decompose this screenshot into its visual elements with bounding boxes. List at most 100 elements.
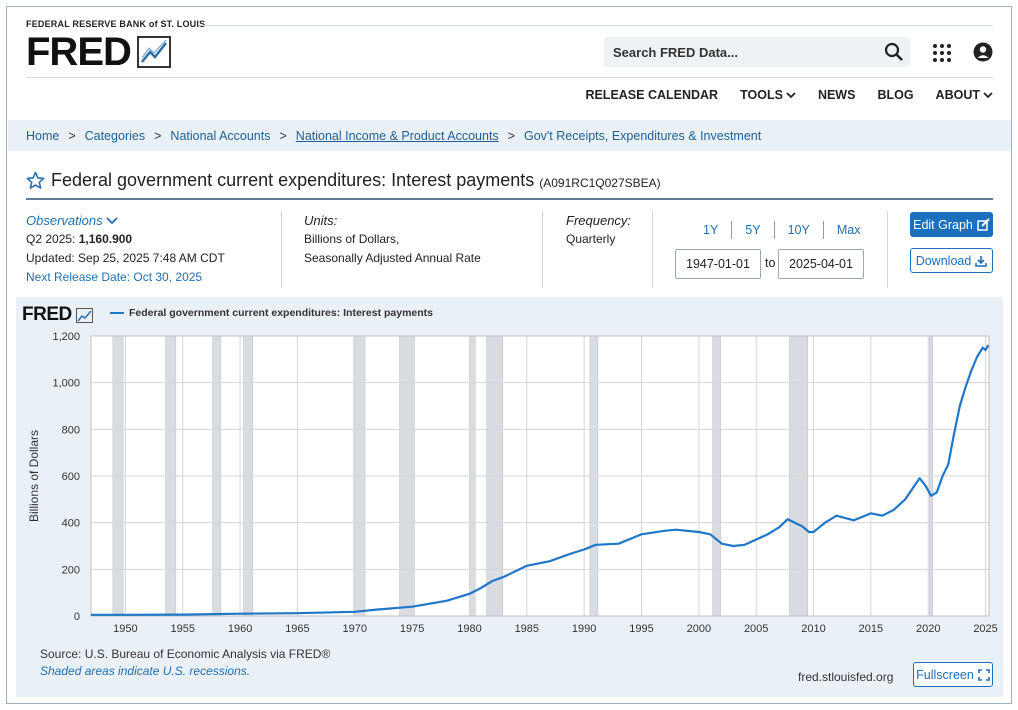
header-divider — [200, 25, 993, 26]
x-tick-label: 1960 — [228, 623, 252, 635]
chevron-down-icon — [983, 91, 993, 98]
edit-icon — [977, 218, 990, 231]
nav-label: NEWS — [817, 88, 856, 102]
fullscreen-icon — [978, 668, 990, 681]
chart-logo-icon — [75, 307, 93, 323]
y-tick-label: 800 — [62, 424, 80, 436]
y-tick-label: 1,200 — [52, 331, 80, 343]
x-tick-label: 2010 — [801, 623, 825, 635]
x-tick-label: 1985 — [515, 623, 539, 635]
end-date-input[interactable]: 2025-04-01 — [778, 249, 864, 279]
y-tick-label: 600 — [62, 471, 80, 483]
series-title-row: Federal government current expenditures:… — [26, 170, 661, 191]
logo-chart-icon — [136, 36, 171, 68]
user-account-icon[interactable] — [973, 42, 993, 62]
download-button[interactable]: Download — [910, 248, 993, 273]
chart-plot: 0 200 400 600 800 1,000 1,200 1950 1955 1960 1965 1… — [27, 331, 998, 635]
updated-text: Updated: Sep 25, 2025 7:48 AM CDT — [26, 251, 225, 265]
edit-graph-label: Edit Graph — [913, 217, 973, 232]
range-1y-button[interactable]: 1Y — [690, 221, 733, 239]
nav-tools[interactable]: TOOLS — [740, 88, 796, 102]
site-url: fred.stlouisfed.org — [798, 670, 894, 684]
x-tick-label: 1970 — [343, 623, 367, 635]
y-tick-label: 0 — [74, 611, 80, 623]
breadcrumb-national-accounts[interactable]: National Accounts — [170, 128, 271, 143]
x-tick-label: 2005 — [744, 623, 768, 635]
y-axis-title: Billions of Dollars — [27, 430, 41, 522]
nav-label: ABOUT — [935, 88, 980, 102]
x-tick-label: 2020 — [916, 623, 940, 635]
top-nav: RELEASE CALENDAR TOOLS NEWS BLOG ABOUT — [585, 88, 993, 102]
date-to-label: to — [765, 256, 776, 270]
start-date-input[interactable]: 1947-01-01 — [675, 249, 761, 279]
y-tick-label: 200 — [62, 564, 80, 576]
logo-text: FRED — [26, 30, 132, 74]
series-line — [91, 344, 990, 616]
breadcrumb-categories[interactable]: Categories — [84, 128, 146, 143]
observations-block: Observations Q2 2025: 1,160.900 Updated:… — [26, 211, 225, 287]
chart-fred-logo: FRED — [22, 304, 93, 326]
recession-note: Shaded areas indicate U.S. recessions. — [40, 664, 251, 678]
range-max-button[interactable]: Max — [836, 223, 861, 237]
legend-swatch — [110, 312, 124, 314]
observation-period: Q2 2025: — [26, 232, 76, 246]
x-tick-label: 2000 — [687, 623, 711, 635]
frequency-block: Frequency: Quarterly — [566, 211, 631, 249]
nav-label: RELEASE CALENDAR — [585, 88, 719, 102]
range-10y-button[interactable]: 10Y — [775, 221, 824, 239]
meta-divider — [652, 211, 653, 288]
y-tick-label: 400 — [62, 518, 80, 530]
chart-logo-text: FRED — [22, 304, 72, 325]
legend-label: Federal government current expenditures:… — [129, 307, 434, 319]
latest-observation: Q2 2025: 1,160.900 — [26, 230, 225, 249]
apps-grid-icon[interactable] — [932, 43, 952, 63]
breadcrumb-govt-receipts[interactable]: Gov't Receipts, Expenditures & Investmen… — [524, 128, 762, 143]
fullscreen-button[interactable]: Fullscreen — [913, 662, 993, 687]
chevron-down-icon — [106, 217, 118, 225]
fred-logo[interactable]: FRED — [26, 30, 171, 74]
search-icon[interactable] — [884, 42, 904, 62]
edit-graph-button[interactable]: Edit Graph — [910, 212, 993, 237]
breadcrumb-separator: > — [154, 128, 162, 143]
series-title: Federal government current expenditures:… — [51, 170, 535, 190]
nav-blog[interactable]: BLOG — [877, 88, 913, 102]
units-line2: Seasonally Adjusted Annual Rate — [304, 251, 481, 265]
x-tick-label: 1990 — [572, 623, 596, 635]
fullscreen-label: Fullscreen — [916, 667, 974, 682]
x-tick-label: 1965 — [285, 623, 309, 635]
x-tick-label: 1950 — [113, 623, 137, 635]
search-placeholder: Search FRED Data... — [613, 44, 738, 60]
observations-dropdown[interactable]: Observations — [26, 211, 225, 230]
units-block: Units: Billions of Dollars, Seasonally A… — [304, 211, 481, 268]
range-5y-button[interactable]: 5Y — [732, 221, 775, 239]
breadcrumb-separator: > — [279, 128, 287, 143]
x-tick-label: 1975 — [400, 623, 424, 635]
next-release-link[interactable]: Next Release Date: Oct 30, 2025 — [26, 270, 203, 284]
nav-news[interactable]: NEWS — [818, 88, 856, 102]
x-tick-label: 2025 — [973, 623, 997, 635]
star-icon[interactable] — [26, 171, 45, 190]
x-tick-label: 1980 — [457, 623, 481, 635]
title-divider — [26, 198, 993, 200]
breadcrumb-nipa[interactable]: National Income & Product Accounts — [295, 128, 499, 143]
nav-label: BLOG — [877, 88, 914, 102]
nav-divider — [26, 77, 993, 78]
breadcrumb-separator: > — [507, 128, 515, 143]
chevron-down-icon — [786, 91, 796, 98]
observations-label: Observations — [26, 213, 103, 228]
bank-name: FEDERAL RESERVE BANK of ST. LOUIS — [26, 19, 206, 29]
download-label: Download — [915, 253, 972, 268]
nav-label: TOOLS — [740, 88, 783, 102]
observation-value: 1,160.900 — [78, 232, 133, 246]
x-tick-label: 1995 — [629, 623, 653, 635]
frequency-label: Frequency: — [566, 213, 632, 228]
nav-release-calendar[interactable]: RELEASE CALENDAR — [585, 88, 718, 102]
series-id: (A091RC1Q027SBEA) — [539, 175, 661, 190]
meta-divider — [887, 211, 888, 288]
search-input[interactable]: Search FRED Data... — [604, 37, 910, 67]
nav-about[interactable]: ABOUT — [936, 88, 993, 102]
meta-divider — [281, 211, 282, 288]
x-tick-label: 2015 — [859, 623, 883, 635]
breadcrumb-home[interactable]: Home — [26, 128, 60, 143]
source-text: Source: U.S. Bureau of Economic Analysis… — [40, 647, 331, 661]
